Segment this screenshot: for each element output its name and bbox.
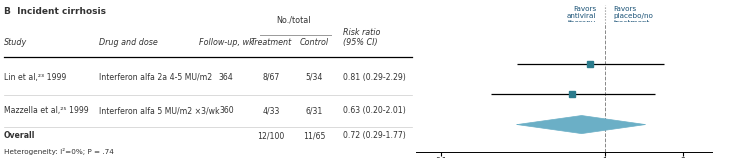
Text: Interferon alfa 5 MU/m2 ×3/wk: Interferon alfa 5 MU/m2 ×3/wk [99, 106, 219, 115]
Text: Heterogeneity: I²=0%; P = .74: Heterogeneity: I²=0%; P = .74 [4, 148, 114, 155]
Text: 12/100: 12/100 [257, 131, 285, 140]
Text: 364: 364 [219, 73, 234, 82]
Text: Overall: Overall [4, 131, 35, 140]
Text: No./total: No./total [276, 15, 310, 24]
Text: Interferon alfa 2a 4-5 MU/m2: Interferon alfa 2a 4-5 MU/m2 [99, 73, 212, 82]
Text: Favors
antiviral
therapy: Favors antiviral therapy [566, 6, 596, 26]
Text: Study: Study [4, 38, 27, 47]
Text: B  Incident cirrhosis: B Incident cirrhosis [4, 7, 106, 16]
Text: 0.63 (0.20-2.01): 0.63 (0.20-2.01) [343, 106, 406, 115]
Text: 8/67: 8/67 [262, 73, 280, 82]
Text: Lin et al,²³ 1999: Lin et al,²³ 1999 [4, 73, 66, 82]
Text: Follow-up, wk: Follow-up, wk [199, 38, 253, 47]
Text: 6/31: 6/31 [305, 106, 323, 115]
Text: 5/34: 5/34 [305, 73, 323, 82]
Text: Favors
placebo/no
treatment: Favors placebo/no treatment [614, 6, 653, 26]
Text: 0.81 (0.29-2.29): 0.81 (0.29-2.29) [343, 73, 406, 82]
Text: 0.72 (0.29-1.77): 0.72 (0.29-1.77) [343, 131, 406, 140]
Text: Drug and dose: Drug and dose [99, 38, 157, 47]
Polygon shape [517, 115, 645, 134]
Text: Mazzella et al,²⁵ 1999: Mazzella et al,²⁵ 1999 [4, 106, 88, 115]
Text: 11/65: 11/65 [303, 131, 325, 140]
Text: Control: Control [299, 38, 328, 47]
Text: Risk ratio
(95% CI): Risk ratio (95% CI) [343, 28, 380, 47]
Text: Treatment: Treatment [250, 38, 291, 47]
Text: 4/33: 4/33 [262, 106, 280, 115]
Text: 360: 360 [219, 106, 234, 115]
